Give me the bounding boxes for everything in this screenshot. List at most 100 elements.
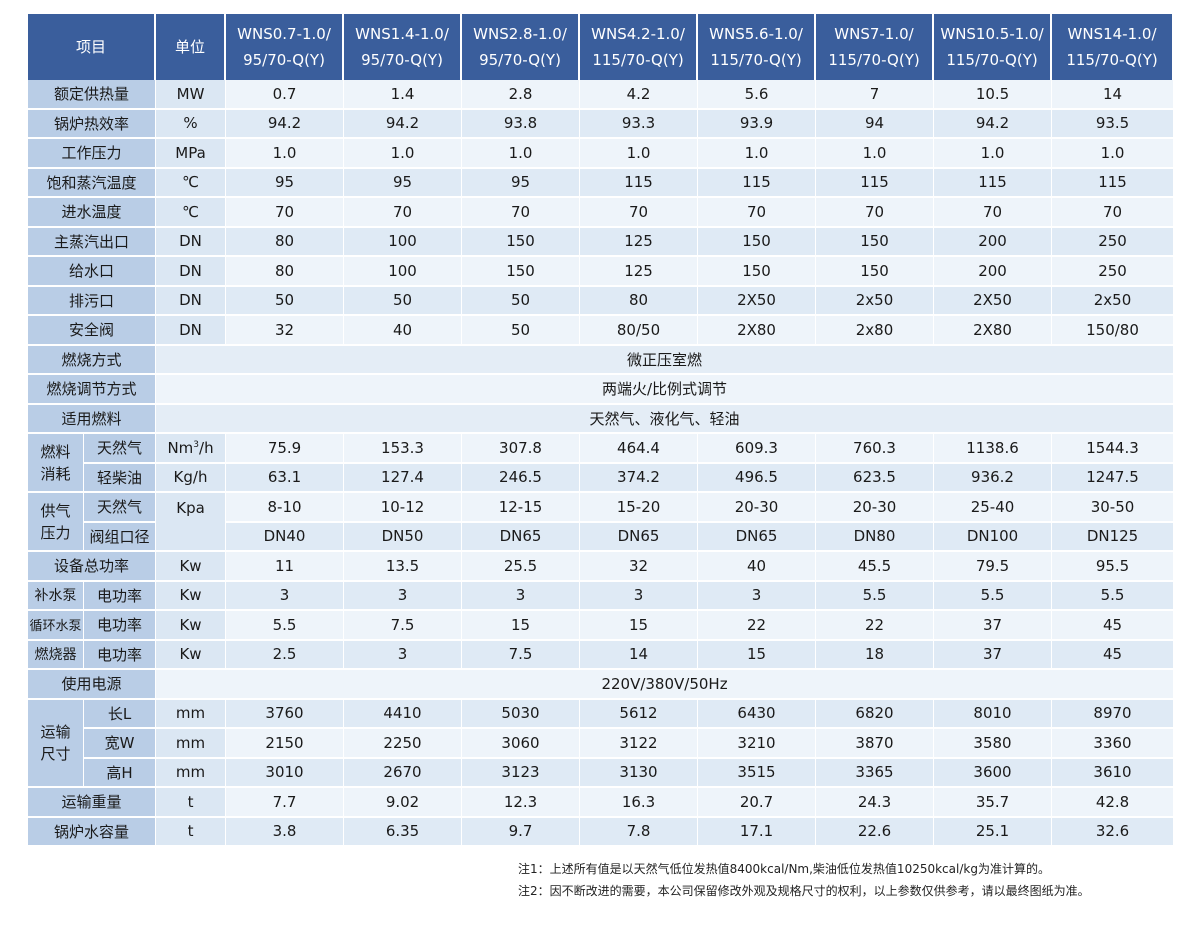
cell: DN65: [698, 522, 817, 552]
cell: 8970: [1052, 699, 1175, 729]
row-unit: ℃: [156, 168, 227, 198]
cell: 93.8: [462, 109, 581, 139]
cell: 3580: [934, 729, 1053, 759]
cell: DN65: [580, 522, 699, 552]
cell: 3: [344, 640, 463, 670]
cell: 3: [698, 581, 817, 611]
cell: 25-40: [934, 493, 1053, 523]
cell: 5.5: [1052, 581, 1175, 611]
sub-label: 天然气: [84, 493, 157, 523]
cell: 496.5: [698, 463, 817, 493]
header-unit: 单位: [156, 14, 227, 80]
cell: 94: [816, 109, 935, 139]
cell: 5.5: [934, 581, 1053, 611]
cell: 115: [698, 168, 817, 198]
header-model-1: WNS0.7-1.0/95/70-Q(Y): [226, 14, 345, 80]
cell: 3: [344, 581, 463, 611]
row-label: 使用电源: [28, 670, 157, 700]
cell: 3123: [462, 758, 581, 788]
row-makeup-pump: 补水泵 电功率 Kw 3 3 3 3 3 5.5 5.5 5.5: [28, 581, 1175, 611]
sub-label: 电功率: [84, 581, 157, 611]
row-fuel: 适用燃料 天然气、液化气、轻油: [28, 404, 1175, 434]
cell: 3: [226, 581, 345, 611]
row-unit: DN: [156, 227, 227, 257]
cell: 80: [226, 257, 345, 287]
row-dim-height: 高H mm 3010 2670 3123 3130 3515 3365 3600…: [28, 758, 1175, 788]
cell: 50: [226, 286, 345, 316]
cell: 1.0: [344, 139, 463, 169]
cell: 45: [1052, 640, 1175, 670]
row-burner: 燃烧器 电功率 Kw 2.5 3 7.5 14 15 18 37 45: [28, 640, 1175, 670]
cell: 70: [344, 198, 463, 228]
row-safety-valve: 安全阀 DN 32 40 50 80/50 2X80 2x80 2X80 150…: [28, 316, 1175, 346]
row-unit: DN: [156, 257, 227, 287]
cell: 150: [462, 227, 581, 257]
cell: DN100: [934, 522, 1053, 552]
cell: 50: [462, 316, 581, 346]
cell: 3870: [816, 729, 935, 759]
row-label: 循环水泵: [28, 611, 84, 641]
row-label: 锅炉热效率: [28, 109, 157, 139]
cell: 2x50: [1052, 286, 1175, 316]
cell: 80: [580, 286, 699, 316]
cell: 14: [580, 640, 699, 670]
cell: 2X80: [698, 316, 817, 346]
cell: 250: [1052, 257, 1175, 287]
row-unit: t: [156, 788, 227, 818]
cell: 93.9: [698, 109, 817, 139]
cell: 1138.6: [934, 434, 1053, 464]
row-label: 主蒸汽出口: [28, 227, 157, 257]
cell: 3760: [226, 699, 345, 729]
cell: 2X50: [698, 286, 817, 316]
cell: 9.7: [462, 817, 581, 847]
cell: 24.3: [816, 788, 935, 818]
cell: 2150: [226, 729, 345, 759]
row-power-source: 使用电源 220V/380V/50Hz: [28, 670, 1175, 700]
cell: 80/50: [580, 316, 699, 346]
sub-label: 高H: [84, 758, 157, 788]
cell: 0.7: [226, 80, 345, 110]
cell: 1.0: [226, 139, 345, 169]
cell: DN40: [226, 522, 345, 552]
cell: 2670: [344, 758, 463, 788]
row-label: 安全阀: [28, 316, 157, 346]
cell: 3360: [1052, 729, 1175, 759]
row-dim-width: 宽W mm 2150 2250 3060 3122 3210 3870 3580…: [28, 729, 1175, 759]
cell: 127.4: [344, 463, 463, 493]
cell: 7.7: [226, 788, 345, 818]
cell: 200: [934, 257, 1053, 287]
cell: 936.2: [934, 463, 1053, 493]
cell: 25.5: [462, 552, 581, 582]
row-weight: 运输重量 t 7.7 9.02 12.3 16.3 20.7 24.3 35.7…: [28, 788, 1175, 818]
header-model-4: WNS4.2-1.0/115/70-Q(Y): [580, 14, 699, 80]
cell: 63.1: [226, 463, 345, 493]
cell: 150: [462, 257, 581, 287]
cell: 1544.3: [1052, 434, 1175, 464]
row-burn-mode: 燃烧方式 微正压室燃: [28, 345, 1175, 375]
cell: 12.3: [462, 788, 581, 818]
cell: DN125: [1052, 522, 1175, 552]
cell: 45.5: [816, 552, 935, 582]
footnote-1: 注1：上述所有值是以天然气低位发热值8400kcal/Nm,柴油低位发热值102…: [518, 862, 1050, 876]
row-rated-heat: 额定供热量 MW 0.7 1.4 2.8 4.2 5.6 7 10.5 14: [28, 80, 1175, 110]
cell: 70: [580, 198, 699, 228]
cell: 1.0: [1052, 139, 1175, 169]
cell: 70: [1052, 198, 1175, 228]
cell: 5030: [462, 699, 581, 729]
cell: 70: [698, 198, 817, 228]
row-label: 燃烧方式: [28, 345, 157, 375]
header-model-3: WNS2.8-1.0/95/70-Q(Y): [462, 14, 581, 80]
cell: 200: [934, 227, 1053, 257]
merged-value: 天然气、液化气、轻油: [156, 404, 1175, 434]
group-label-dimensions: 运输 尺寸: [28, 699, 84, 788]
cell: 115: [934, 168, 1053, 198]
row-unit: Kw: [156, 552, 227, 582]
cell: 40: [344, 316, 463, 346]
cell: 70: [816, 198, 935, 228]
footnotes: 注1：上述所有值是以天然气低位发热值8400kcal/Nm,柴油低位发热值102…: [518, 858, 1090, 902]
row-unit: Kw: [156, 640, 227, 670]
cell: 94.2: [344, 109, 463, 139]
cell: 12-15: [462, 493, 581, 523]
cell: 95: [226, 168, 345, 198]
cell: 9.02: [344, 788, 463, 818]
